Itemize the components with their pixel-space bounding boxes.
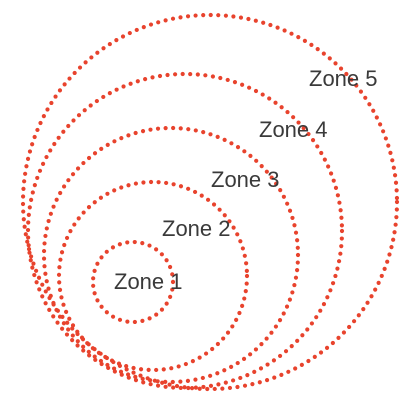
zone-1-ring: [90, 239, 176, 325]
zone-3-ring: [41, 125, 301, 385]
zone-1-label: Zone 1: [114, 269, 183, 294]
zone-2-ring: [56, 179, 250, 373]
zone-3-label: Zone 3: [211, 167, 280, 192]
zone-5-label: Zone 5: [309, 66, 378, 91]
zone-rings: [20, 12, 400, 392]
zone-4-ring: [25, 71, 345, 391]
zone-5-ring: [20, 12, 400, 392]
zone-2-label: Zone 2: [162, 216, 231, 241]
zone-4-label: Zone 4: [259, 117, 328, 142]
zone-labels: Zone 1 Zone 2 Zone 3 Zone 4 Zone 5: [114, 66, 378, 294]
